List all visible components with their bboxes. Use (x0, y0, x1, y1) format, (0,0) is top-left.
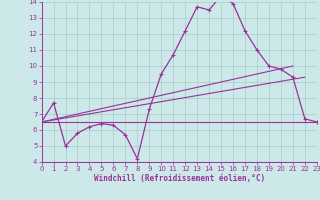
X-axis label: Windchill (Refroidissement éolien,°C): Windchill (Refroidissement éolien,°C) (94, 174, 265, 183)
